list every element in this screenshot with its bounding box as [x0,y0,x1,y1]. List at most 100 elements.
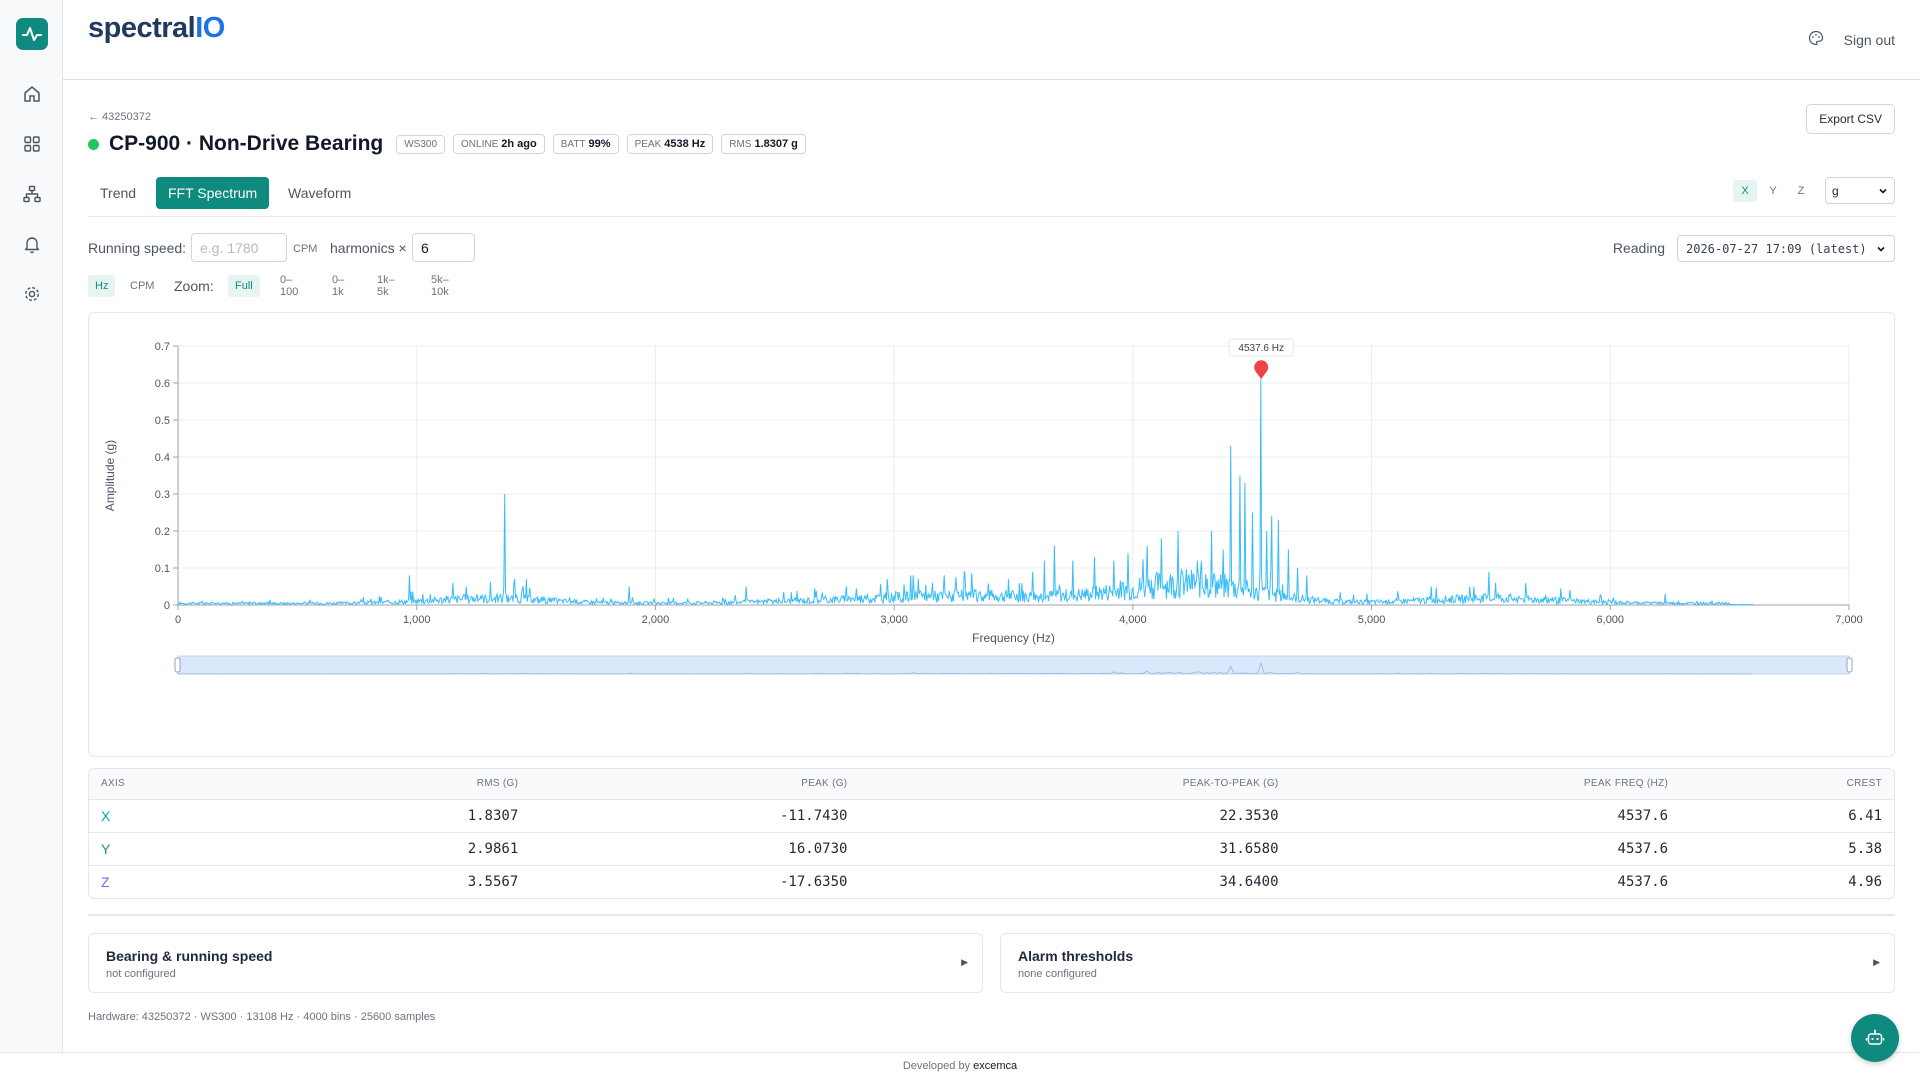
app-logo[interactable] [16,18,48,50]
crest-cell: 6.41 [1680,798,1894,832]
spectrum-controls: Running speed: e.g. 1780 CPM harmonics ×… [88,233,1895,263]
breadcrumb[interactable]: ← 43250372 [88,111,151,123]
peak-marker-label: 4537.6 Hz [1238,343,1284,354]
expand-arrow-icon: ▶ [961,957,968,967]
freq-cell: 4537.6 [1290,798,1681,832]
axis-selector: X Y Z g [1733,177,1895,204]
x-tick-label: 5,000 [1358,614,1386,626]
cpm-unit-label: CPM [293,243,318,255]
table-row: Y 2.9861 16.0730 31.6580 4537.6 5.38 [89,831,1894,865]
tab-waveform[interactable]: Waveform [288,185,352,201]
zoom-5k-10k-button[interactable]: 5k–10k [431,274,449,298]
bell-icon[interactable] [20,232,44,256]
rms-badge-value: 1.8307 g [754,138,798,150]
range-handle-right [1846,657,1853,673]
network-icon[interactable] [20,182,44,206]
top-bar: spectralIO Sign out [63,0,1920,80]
fft-chart-card: 0 1,000 2,000 3,000 4,000 5,000 6,000 7,000 0 0.1… [88,312,1895,757]
hardware-info: Hardware: 43250372 · WS300 · 13108 Hz · … [88,1011,436,1023]
assistant-bot-button[interactable] [1851,1014,1899,1062]
peak-cell: -17.6350 [530,864,860,898]
chevron-down-icon [1877,246,1885,252]
y-tick-label: 0 [164,600,170,612]
y-tick-label: 0.5 [155,415,170,427]
battery-badge-label: BATT [560,139,586,150]
y-tick-label: 0.7 [155,341,170,353]
peak-badge-value: 4538 Hz [664,138,706,150]
peak-cell: -11.7430 [530,798,860,832]
footer-prefix: Developed by [902,1060,971,1072]
unit-select[interactable]: g [1825,177,1895,204]
rms-cell: 2.9861 [261,831,531,865]
gear-icon[interactable] [20,282,44,306]
battery-badge: BATT 99% [552,134,619,154]
panel-title: Bearing & running speed [106,948,273,964]
brand-accent: IO [195,12,225,44]
fft-spectrum-chart[interactable]: 0 1,000 2,000 3,000 4,000 5,000 6,000 7,000 0 0.1… [89,313,1894,761]
page-title: CP-900 · Non-Drive Bearing [109,132,384,155]
range-slider-track [177,655,1850,675]
col-rms: RMS (G) [261,769,531,799]
brand-logo[interactable]: spectralIO [88,12,225,45]
axis-z-button[interactable]: Z [1797,184,1805,197]
peak-badge-label: PEAK [634,139,662,150]
peak-marker-label-bg [1228,338,1294,357]
hz-unit-button[interactable]: Hz [88,275,116,297]
zoom-0-100-button[interactable]: 0–100 [280,274,299,298]
p2p-cell: 31.6580 [859,831,1291,865]
cpm-unit-button[interactable]: CPM [130,280,155,292]
range-handle-left [174,657,181,673]
rms-badge-label: RMS [729,139,752,150]
rms-cell: 1.8307 [261,798,531,832]
table-row: X 1.8307 -11.7430 22.3530 4537.6 6.41 [89,798,1894,832]
export-csv-button[interactable]: Export CSV [1806,104,1895,134]
y-tick-label: 0.3 [155,489,170,501]
section-divider [88,914,1895,916]
view-tabs: Trend FFT Spectrum Waveform X Y Z g [88,177,1895,217]
spectrum-series-line [177,379,1753,607]
col-peak-freq: PEAK FREQ (HZ) [1290,769,1681,799]
x-tick-label: 0 [175,614,181,626]
sign-out-link[interactable]: Sign out [1843,31,1895,48]
table-header-row: AXIS RMS (G) PEAK (G) PEAK-TO-PEAK (G) P… [89,769,1894,799]
pulse-icon [22,27,42,41]
dashboard-grid-icon[interactable] [20,132,44,156]
sidebar [0,0,63,1052]
home-icon[interactable] [20,82,44,106]
zoom-0-1k-button[interactable]: 0–1k [332,274,345,298]
brand-name: spectral [88,12,196,44]
rms-cell: 3.5567 [261,864,531,898]
axis-stats-table: AXIS RMS (G) PEAK (G) PEAK-TO-PEAK (G) P… [88,768,1895,899]
reading-select[interactable]: 2026-07-27 17:09 (latest) [1677,235,1895,262]
alarm-thresholds-panel[interactable]: Alarm thresholds none configured ▶ [1000,933,1895,993]
x-tick-label: 2,000 [642,614,670,626]
table-row: Z 3.5567 -17.6350 34.6400 4537.6 4.96 [89,864,1894,898]
zoom-full-button[interactable]: Full [228,275,260,297]
col-peak-to-peak: PEAK-TO-PEAK (G) [859,769,1291,799]
zoom-1k-5k-button[interactable]: 1k–5k [377,274,395,298]
p2p-cell: 34.6400 [859,864,1291,898]
x-tick-label: 4,000 [1119,614,1147,626]
x-tick-label: 6,000 [1597,614,1625,626]
harmonics-input[interactable]: 6 [412,233,475,262]
x-tick-label: 1,000 [403,614,431,626]
bearing-running-speed-panel[interactable]: Bearing & running speed not configured ▶ [88,933,983,993]
peak-badge: PEAK 4538 Hz [626,134,714,154]
tab-trend[interactable]: Trend [100,185,137,201]
axis-cell: Y [89,831,262,865]
crest-cell: 5.38 [1680,831,1894,865]
harmonics-label: harmonics × [330,240,407,256]
axis-y-button[interactable]: Y [1769,184,1777,197]
panel-title: Alarm thresholds [1018,948,1134,964]
unit-select-value: g [1832,183,1839,198]
axis-x-button[interactable]: X [1733,179,1757,202]
peak-cell: 16.0730 [530,831,860,865]
footer-developer-link[interactable]: excemca [973,1060,1018,1072]
y-tick-label: 0.1 [155,563,170,575]
tab-fft-spectrum[interactable]: FFT Spectrum [156,177,270,209]
online-badge-value: 2h ago [501,138,537,150]
palette-icon[interactable] [1808,30,1824,49]
running-speed-input[interactable]: e.g. 1780 [191,233,287,262]
battery-badge-value: 99% [588,138,611,150]
y-tick-label: 0.4 [155,452,170,464]
